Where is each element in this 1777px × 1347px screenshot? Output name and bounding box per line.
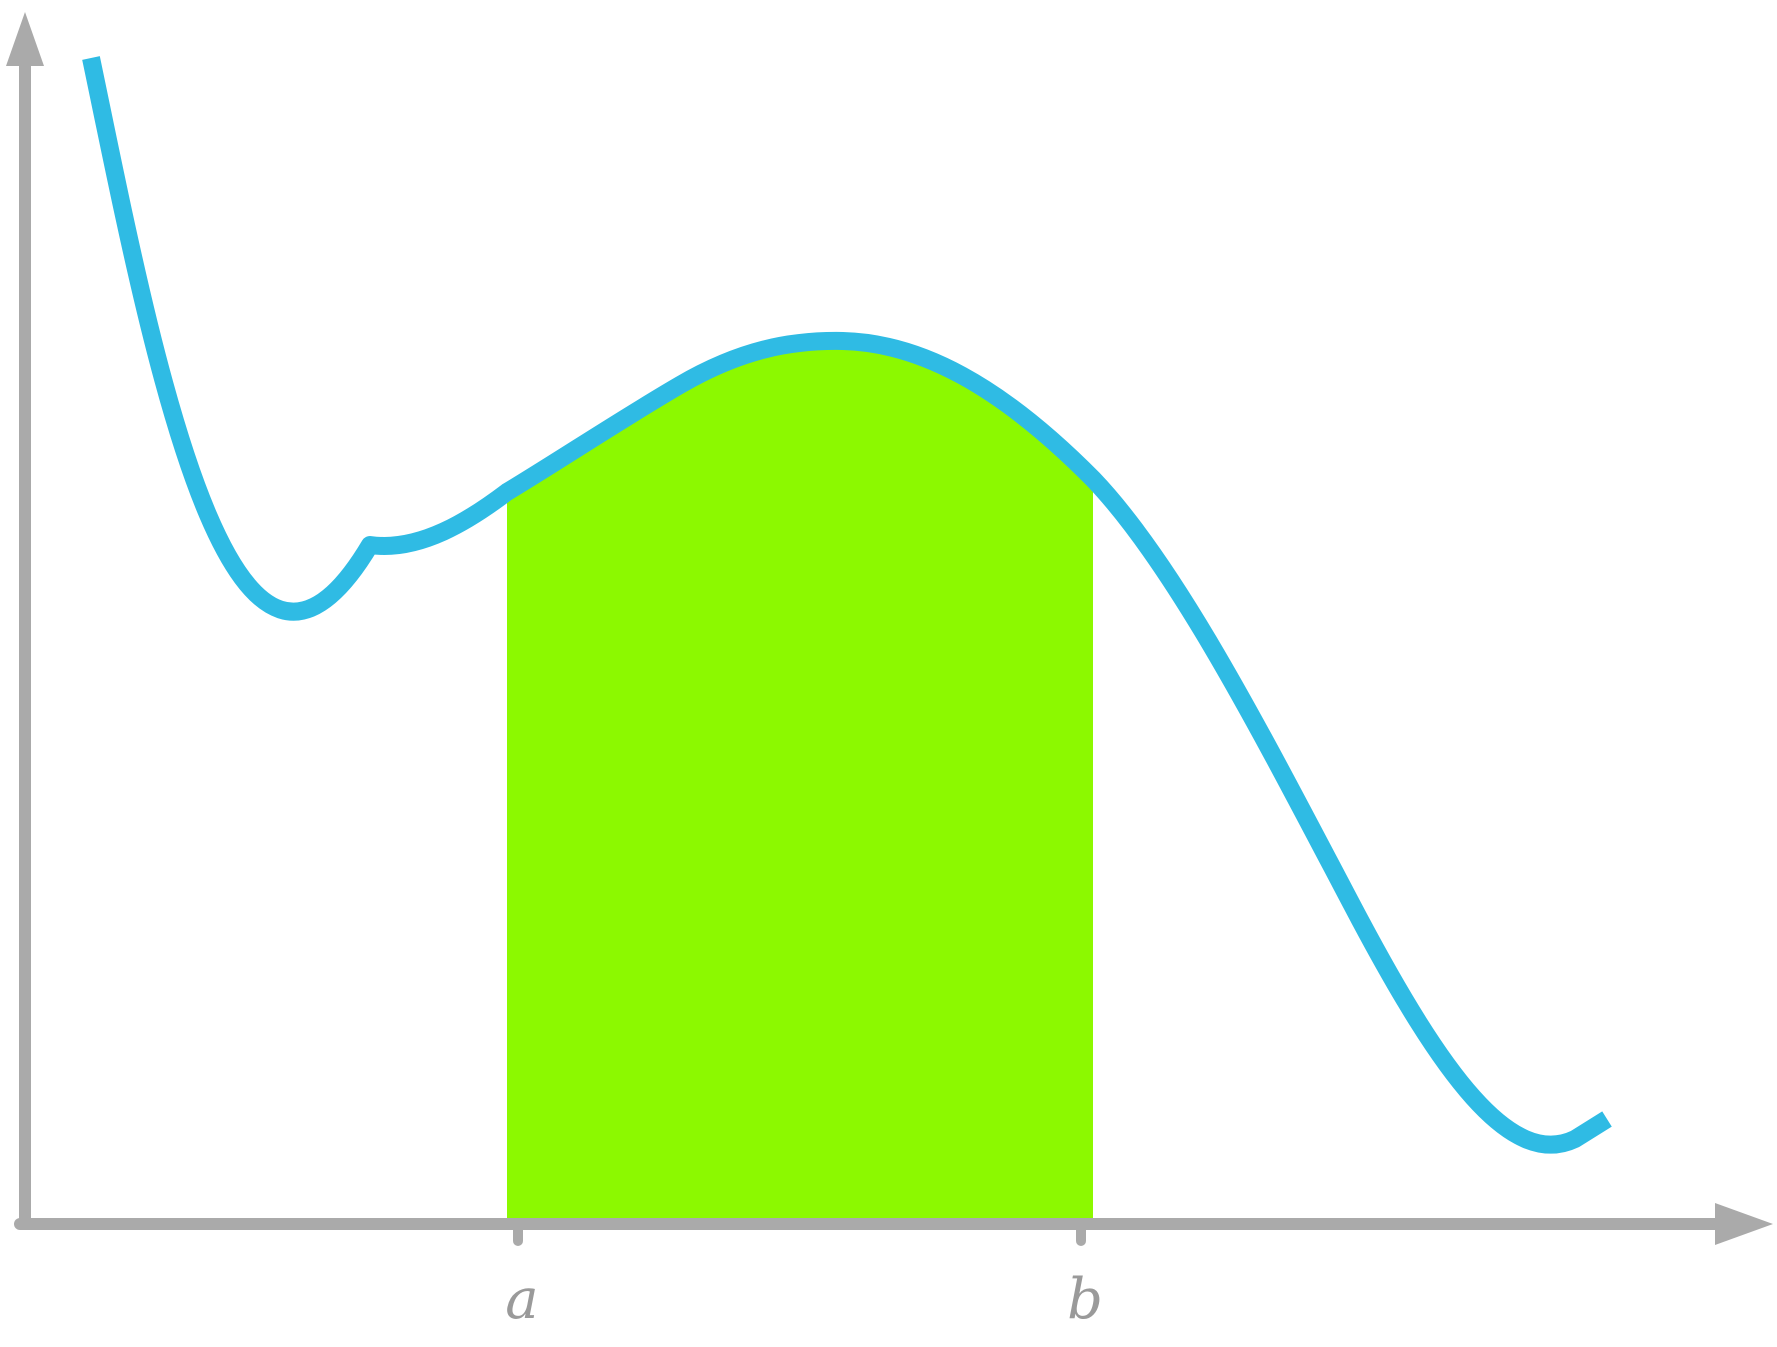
y-axis-arrowhead bbox=[6, 12, 44, 66]
x-axis-arrowhead bbox=[1715, 1203, 1773, 1245]
shaded-region-a-to-b bbox=[507, 340, 1093, 1222]
tick-label-b: b bbox=[1067, 1267, 1103, 1332]
function-curve bbox=[82, 56, 1612, 1154]
tick-label-a: a bbox=[505, 1267, 538, 1332]
